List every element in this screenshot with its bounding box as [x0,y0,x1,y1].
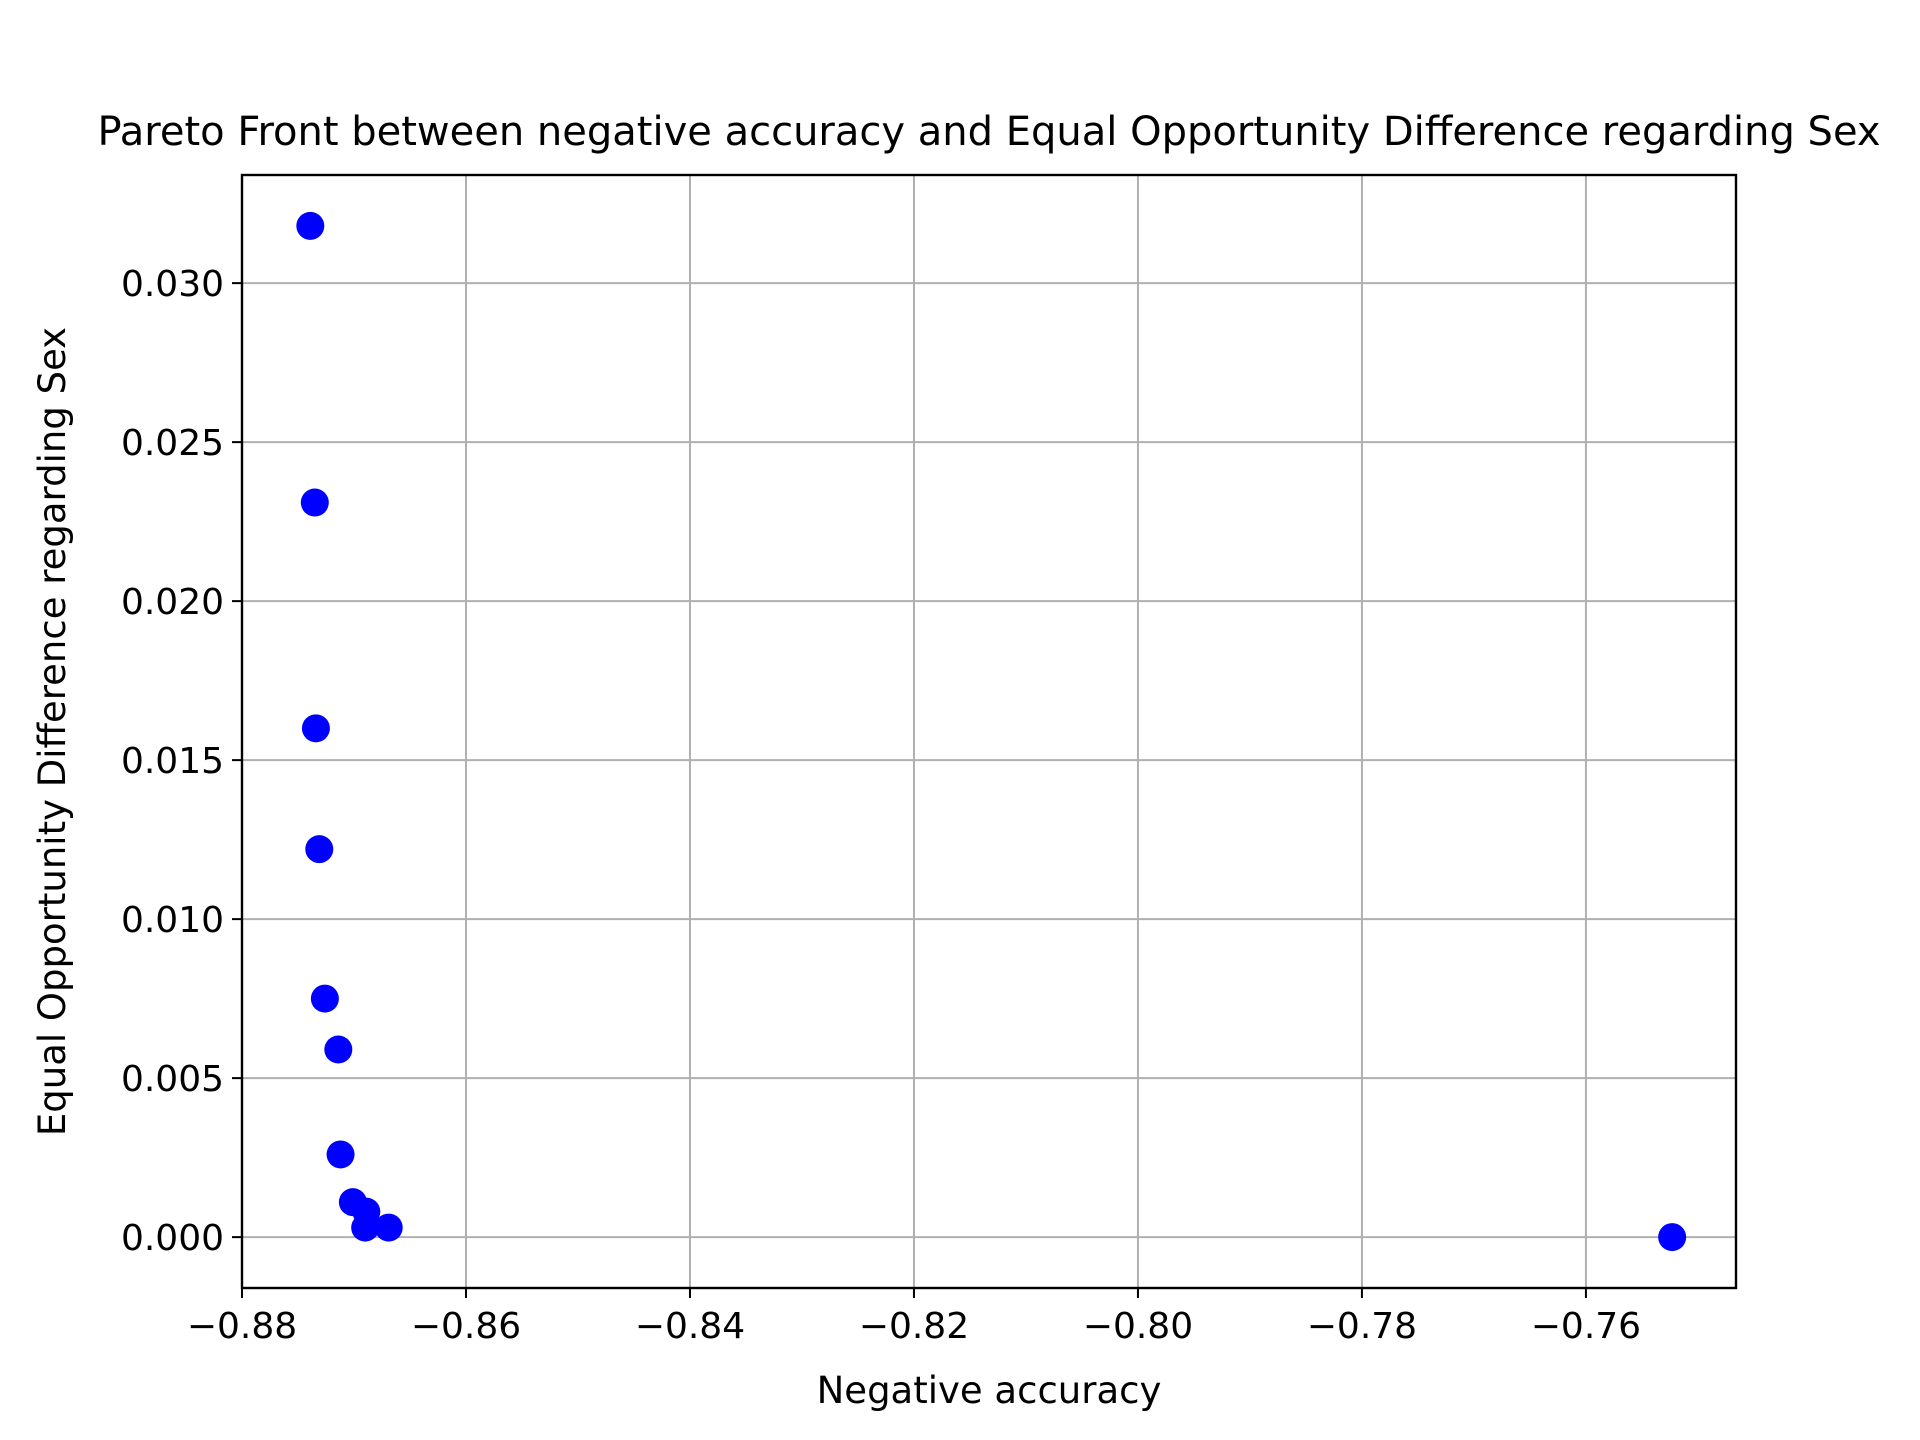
data-point [305,835,334,864]
data-point [326,1140,355,1169]
axis-ticks: −0.88 −0.86 −0.84 −0.82 −0.80 −0.78 −0.76 0.000… [121,264,1641,1347]
data-point [300,488,329,517]
data-point [351,1213,380,1242]
x-tick-label: −0.88 [187,1306,297,1347]
x-tick-label: −0.86 [411,1306,521,1347]
x-tick-label: −0.76 [1531,1306,1641,1347]
data-points [296,211,1687,1252]
y-tick-label: 0.005 [121,1059,224,1100]
y-tick-label: 0.020 [121,582,224,623]
data-point [324,1035,353,1064]
data-point [1658,1223,1687,1252]
x-tick-label: −0.80 [1083,1306,1193,1347]
y-tick-label: 0.015 [121,741,224,782]
y-tick-label: 0.025 [121,423,224,464]
chart-title: Pareto Front between negative accuracy a… [97,109,1880,155]
x-tick-label: −0.84 [635,1306,745,1347]
data-point [296,211,325,240]
y-tick-label: 0.000 [121,1218,224,1259]
plot-area [240,173,1738,1290]
x-axis-label: Negative accuracy [817,1369,1162,1412]
data-point [374,1213,403,1242]
y-tick-label: 0.030 [121,264,224,305]
x-tick-label: −0.78 [1307,1306,1417,1347]
data-point [310,984,339,1013]
data-point [301,714,330,743]
x-tick-label: −0.82 [859,1306,969,1347]
y-tick-label: 0.010 [121,900,224,941]
y-axis-label: Equal Opportunity Difference regarding S… [31,327,74,1136]
grid-lines [241,175,1736,1288]
